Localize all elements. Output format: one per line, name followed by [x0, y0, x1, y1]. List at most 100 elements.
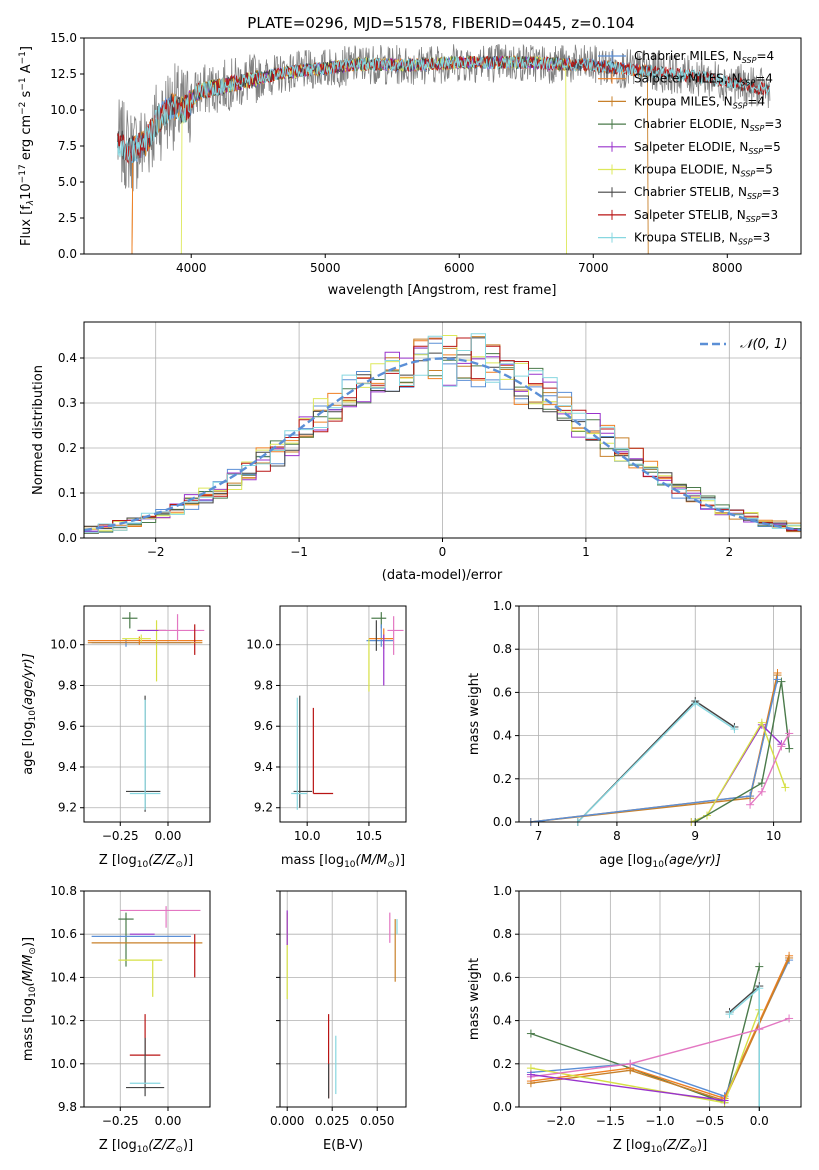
y-tick-label: 9.6 — [58, 719, 77, 733]
mass-vs-ebv-panel: 0.000 0.025 0.050 E(B-V) — [270, 890, 407, 1153]
y-tick-label: 5.0 — [58, 175, 77, 189]
y-tick-label: 10.4 — [50, 970, 77, 984]
x-tick-label: 9 — [691, 829, 699, 843]
x-tick-label: 0.00 — [155, 1114, 182, 1128]
mass-z-frame — [83, 890, 211, 1108]
x-tick-label: 7 — [535, 829, 543, 843]
weight-line — [729, 984, 760, 1107]
y-tick-label: 1.0 — [493, 884, 512, 898]
y-tick-label: 0.6 — [493, 970, 512, 984]
mass-z-ylabel: mass [log10(M/M⊙)] — [21, 937, 38, 1061]
weight-line — [530, 955, 790, 1100]
x-tick-label: 2 — [725, 545, 733, 559]
weight-age-ylabel: mass weight — [467, 673, 482, 755]
x-tick-label: 4000 — [176, 261, 207, 275]
y-tick-label: 15.0 — [50, 31, 77, 45]
x-tick-label: −1.0 — [645, 1114, 674, 1128]
mass-ebv-xlabel: E(B-V) — [323, 1138, 363, 1153]
weight-z-xlabel: Z [log10(Z/Z⊙)] — [613, 1138, 707, 1155]
x-tick-label: −1 — [290, 545, 308, 559]
y-tick-label: 0.2 — [58, 441, 77, 455]
mass-z-xlabel: Z [log10(Z/Z⊙)] — [99, 1138, 193, 1155]
legend-label: Kroupa ELODIE, NSSP=5 — [634, 163, 773, 179]
y-tick-label: 0.2 — [493, 1057, 512, 1071]
y-tick-label: 10.0 — [246, 638, 273, 652]
y-tick-label: 0.6 — [493, 685, 512, 699]
y-tick-label: 0.3 — [58, 396, 77, 410]
x-tick-label: 0.000 — [270, 1114, 304, 1128]
mass-vs-z-panel: −0.25 0.00 9.8 10.0 10.2 10.4 10.6 10.8 Z [log1… — [21, 884, 211, 1155]
x-tick-label: −0.25 — [102, 829, 139, 843]
x-tick-label: 6000 — [444, 261, 475, 275]
y-tick-label: 0.0 — [493, 815, 512, 829]
spectrum-xlabel: wavelength [Angstrom, rest frame] — [328, 283, 557, 298]
spectrum-panel: 4000 5000 6000 7000 8000 0.0 2.5 5.0 7.5 10.0 12.5… — [18, 31, 802, 298]
weight-line — [530, 1073, 725, 1102]
age-mass-xlabel: mass [log10(M/M⊙)] — [281, 853, 405, 870]
y-tick-label: 9.2 — [254, 801, 273, 815]
y-tick-label: 10.0 — [50, 638, 77, 652]
y-tick-label: 0.8 — [493, 642, 512, 656]
y-tick-label: 0.0 — [58, 247, 77, 261]
x-tick-label: 0.0 — [750, 1114, 769, 1128]
x-tick-label: 0.025 — [315, 1114, 349, 1128]
model-line-kroupa-stelib — [117, 55, 771, 163]
age-z-frame — [83, 605, 211, 823]
y-tick-label: 9.8 — [254, 678, 273, 692]
weight-vs-age-panel: 7 8 9 10 0.0 0.2 0.4 0.6 0.8 1.0 age [log10(age/y… — [467, 599, 802, 870]
y-tick-label: 9.2 — [58, 801, 77, 815]
weight-line — [530, 1017, 790, 1078]
y-tick-label: 10.8 — [50, 884, 77, 898]
y-tick-label: 0.2 — [493, 772, 512, 786]
figure-title: PLATE=0296, MJD=51578, FIBERID=0445, z=0… — [247, 14, 634, 32]
histogram-kroupa-stelib — [84, 333, 801, 534]
age-vs-z-panel: −0.25 0.00 9.2 9.4 9.6 9.8 10.0 Z [log10(Z/Z⊙)… — [21, 605, 211, 870]
age-z-xlabel: Z [log10(Z/Z⊙)] — [99, 853, 193, 870]
x-tick-label: 7000 — [578, 261, 609, 275]
legend-label: Kroupa MILES, NSSP=4 — [634, 94, 765, 110]
legend-label: Salpeter STELIB, NSSP=3 — [634, 208, 778, 224]
weight-line — [749, 733, 790, 806]
x-tick-label: 0 — [439, 545, 447, 559]
x-tick-label: −0.5 — [695, 1114, 724, 1128]
legend-label: Chabrier ELODIE, NSSP=3 — [634, 117, 782, 133]
y-tick-label: 1.0 — [493, 599, 512, 613]
x-tick-label: 10.5 — [356, 829, 383, 843]
legend-label: Chabrier MILES, NSSP=4 — [634, 49, 774, 65]
weight-line — [530, 679, 779, 823]
spectrum-legend: Chabrier MILES, NSSP=4 Salpeter MILES, NS… — [598, 49, 782, 247]
y-tick-label: 0.8 — [493, 927, 512, 941]
y-tick-label: 10.0 — [50, 1057, 77, 1071]
y-tick-label: 0.4 — [58, 351, 77, 365]
y-tick-label: 12.5 — [50, 67, 77, 81]
spectrum-ylabel: Flux [fλ10−17 erg cm−2 s−1 A−1] — [18, 46, 36, 246]
weight-line — [694, 681, 790, 823]
x-tick-label: 10 — [766, 829, 781, 843]
residual-panel: −2 −1 0 1 2 0.0 0.1 0.2 0.3 0.4 (data-model)/erro… — [31, 321, 802, 583]
x-tick-label: 0.00 — [155, 829, 182, 843]
residual-xlabel: (data-model)/error — [382, 568, 503, 583]
x-tick-label: −1.5 — [596, 1114, 625, 1128]
mass-ebv-frame — [279, 890, 407, 1108]
x-tick-label: −2.0 — [546, 1114, 575, 1128]
weight-vs-z-panel: −2.0 −1.5 −1.0 −0.5 0.0 0.0 0.2 0.4 0.6 0.8 1.0 Z … — [467, 884, 802, 1155]
x-tick-label: −0.25 — [102, 1114, 139, 1128]
x-tick-label: 0.050 — [360, 1114, 394, 1128]
weight-age-frame — [518, 605, 802, 823]
y-tick-label: 10.2 — [50, 1014, 77, 1028]
x-tick-label: 8000 — [712, 261, 743, 275]
x-tick-label: 10.0 — [294, 829, 321, 843]
y-tick-label: 2.5 — [58, 211, 77, 225]
y-tick-label: 0.1 — [58, 486, 77, 500]
x-tick-label: 5000 — [310, 261, 341, 275]
residual-ylabel: Normed distribution — [31, 365, 46, 495]
y-tick-label: 9.6 — [254, 719, 273, 733]
y-tick-label: 10.6 — [50, 927, 77, 941]
normal-curve — [83, 357, 802, 532]
spectrum-lines — [117, 43, 771, 255]
age-z-ylabel: age [log10(age/yr)] — [21, 653, 38, 775]
y-tick-label: 0.4 — [493, 1014, 512, 1028]
y-tick-label: 9.4 — [254, 760, 273, 774]
weight-line — [530, 966, 760, 1104]
